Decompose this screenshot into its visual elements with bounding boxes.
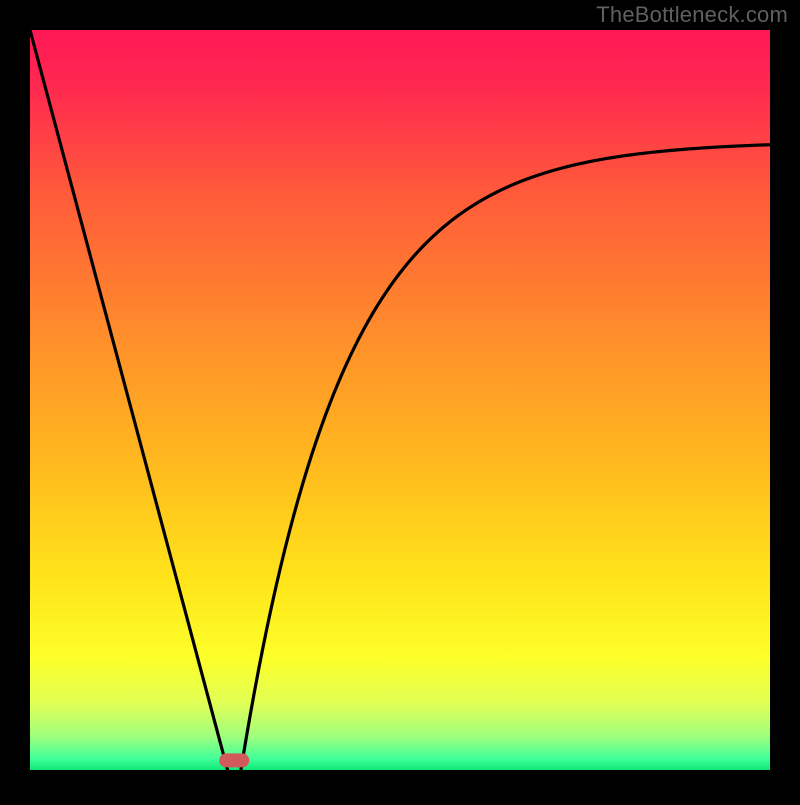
watermark-text: TheBottleneck.com	[596, 2, 788, 28]
chart-container: TheBottleneck.com	[0, 0, 800, 800]
bottleneck-chart	[0, 0, 800, 800]
gradient-plot-area	[30, 30, 770, 770]
optimal-point-marker	[219, 753, 249, 767]
